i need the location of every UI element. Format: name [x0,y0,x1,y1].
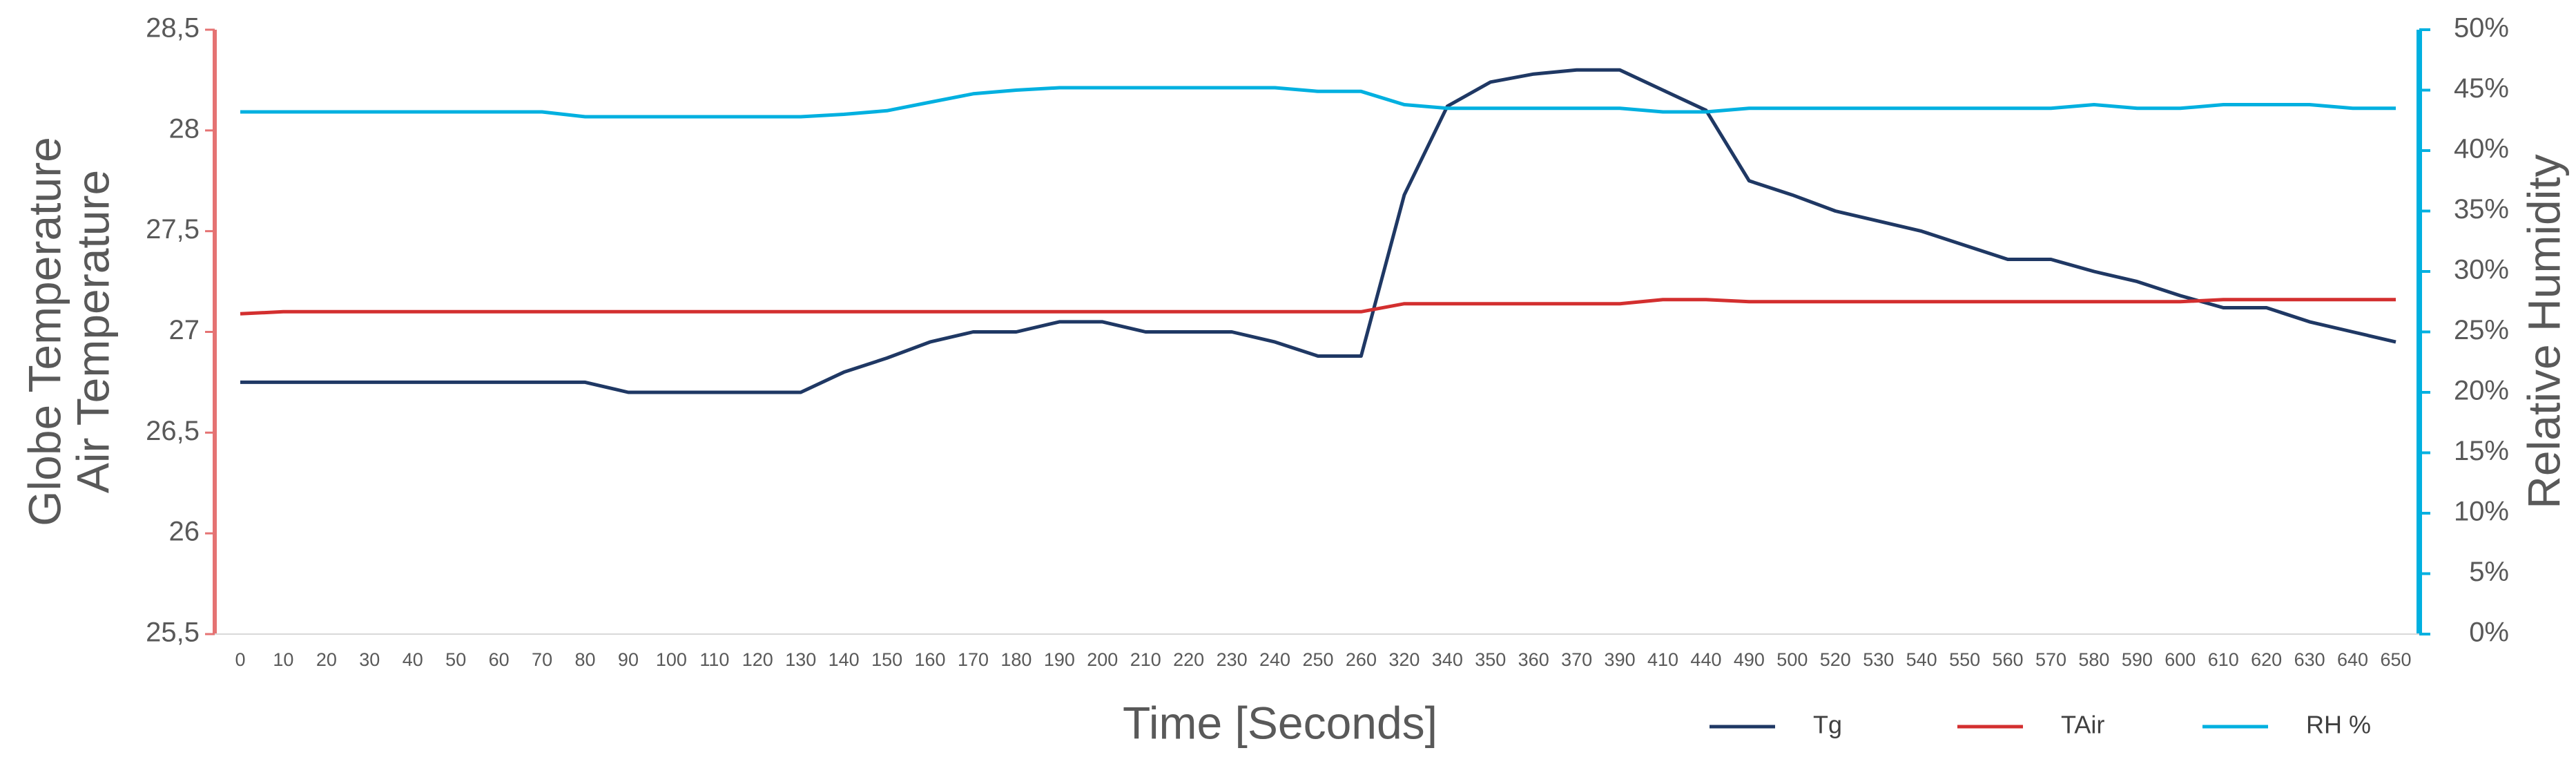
x-tick-label: 140 [829,649,860,670]
y2-tick-label: 45% [2454,73,2509,104]
y2-axis-title: Relative Humidity [2518,154,2569,509]
x-tick-label: 340 [1432,649,1463,670]
y-tick-label: 28,5 [146,13,200,44]
x-tick-label: 250 [1302,649,1333,670]
y2-tick-label: 35% [2454,194,2509,224]
x-axis-title: Time [Seconds] [1123,697,1437,748]
y-tick-label: 25,5 [146,618,200,648]
x-tick-label: 230 [1217,649,1248,670]
y2-tick-label: 25% [2454,315,2509,345]
legend-label: TAir [2061,711,2104,739]
x-tick-label: 90 [618,649,639,670]
y-axis-title: Air Temperature [67,170,118,493]
y2-tick-label: 50% [2454,13,2509,44]
x-tick-label: 350 [1475,649,1506,670]
x-tick-label: 390 [1605,649,1636,670]
x-tick-label: 610 [2208,649,2239,670]
y-tick-label: 28 [169,113,200,144]
series-line [240,68,2396,394]
x-tick-label: 170 [958,649,989,670]
x-tick-label: 40 [403,649,423,670]
x-tick-label: 320 [1388,649,1420,670]
x-tick-label: 20 [316,649,337,670]
x-tick-label: 120 [742,649,773,670]
x-tick-label: 110 [699,649,729,670]
x-tick-label: 160 [915,649,946,670]
y-tick-label: 27,5 [146,214,200,245]
x-tick-label: 520 [1820,649,1851,670]
x-tick-label: 630 [2294,649,2325,670]
y2-tick-label: 20% [2454,376,2509,406]
x-tick-label: 180 [1000,649,1032,670]
x-tick-label: 500 [1776,649,1808,670]
y-axis-title: Globe Temperature [19,137,70,526]
x-tick-label: 0 [235,649,245,670]
y2-tick-label: 5% [2469,557,2509,587]
x-tick-label: 100 [656,649,687,670]
x-tick-label: 360 [1518,649,1549,670]
x-tick-label: 240 [1259,649,1290,670]
x-tick-label: 410 [1647,649,1678,670]
x-tick-label: 260 [1346,649,1377,670]
x-tick-label: 210 [1130,649,1161,670]
x-tick-label: 30 [359,649,380,670]
x-tick-label: 580 [2078,649,2109,670]
y-tick-label: 26 [169,517,200,547]
x-tick-label: 220 [1173,649,1204,670]
legend-label: RH % [2306,711,2371,739]
y2-tick-label: 10% [2454,497,2509,527]
x-tick-label: 440 [1690,649,1721,670]
y-tick-label: 26,5 [146,416,200,446]
x-tick-label: 550 [1949,649,1980,670]
y2-tick-label: 15% [2454,436,2509,466]
legend-label: Tg [1813,711,1842,739]
x-tick-label: 490 [1734,649,1765,670]
x-tick-label: 620 [2251,649,2282,670]
x-tick-label: 370 [1561,649,1592,670]
x-tick-label: 590 [2122,649,2153,670]
x-tick-label: 190 [1044,649,1075,670]
x-tick-label: 540 [1906,649,1937,670]
x-tick-label: 650 [2380,649,2411,670]
y2-tick-label: 40% [2454,134,2509,164]
x-tick-label: 640 [2337,649,2368,670]
y2-tick-label: 0% [2469,618,2509,648]
x-tick-label: 530 [1863,649,1894,670]
y-tick-label: 27 [169,315,200,345]
series-line [240,86,2396,119]
x-tick-label: 60 [489,649,510,670]
x-tick-label: 10 [273,649,293,670]
y2-tick-label: 30% [2454,255,2509,285]
series-line [240,298,2396,316]
x-tick-label: 200 [1087,649,1118,670]
x-tick-label: 70 [532,649,552,670]
x-tick-label: 600 [2165,649,2196,670]
x-tick-label: 150 [871,649,902,670]
x-tick-label: 570 [2035,649,2066,670]
x-tick-label: 50 [445,649,466,670]
x-tick-label: 80 [574,649,595,670]
x-tick-label: 130 [785,649,816,670]
x-tick-label: 560 [1993,649,2024,670]
